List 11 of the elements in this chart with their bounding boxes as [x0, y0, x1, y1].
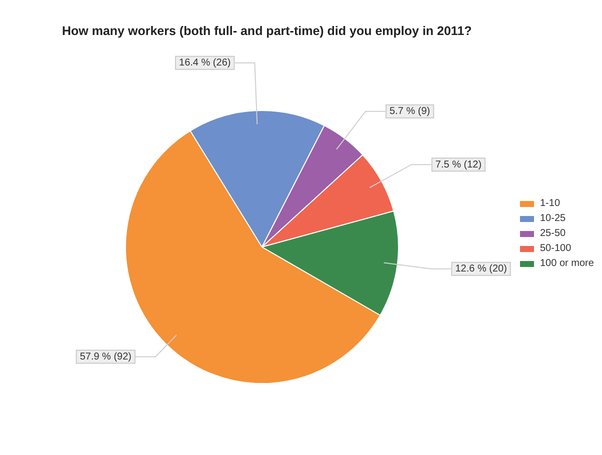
- data-label: 57.9 % (92): [80, 351, 132, 362]
- chart-title: How many workers (both full- and part-time) did you employ in 2011?: [62, 24, 472, 38]
- legend-label: 25-50: [540, 228, 566, 239]
- data-label: 5.7 % (9): [390, 106, 430, 118]
- data-label: 12.6 % (20): [455, 264, 507, 275]
- data-label: 7.5 % (12): [435, 159, 482, 170]
- legend-label: 50-100: [540, 243, 572, 254]
- legend-label: 1-10: [540, 198, 560, 209]
- legend-label: 100 or more: [540, 258, 594, 269]
- data-label: 16.4 % (26): [179, 58, 231, 69]
- legend-label: 10-25: [540, 213, 566, 224]
